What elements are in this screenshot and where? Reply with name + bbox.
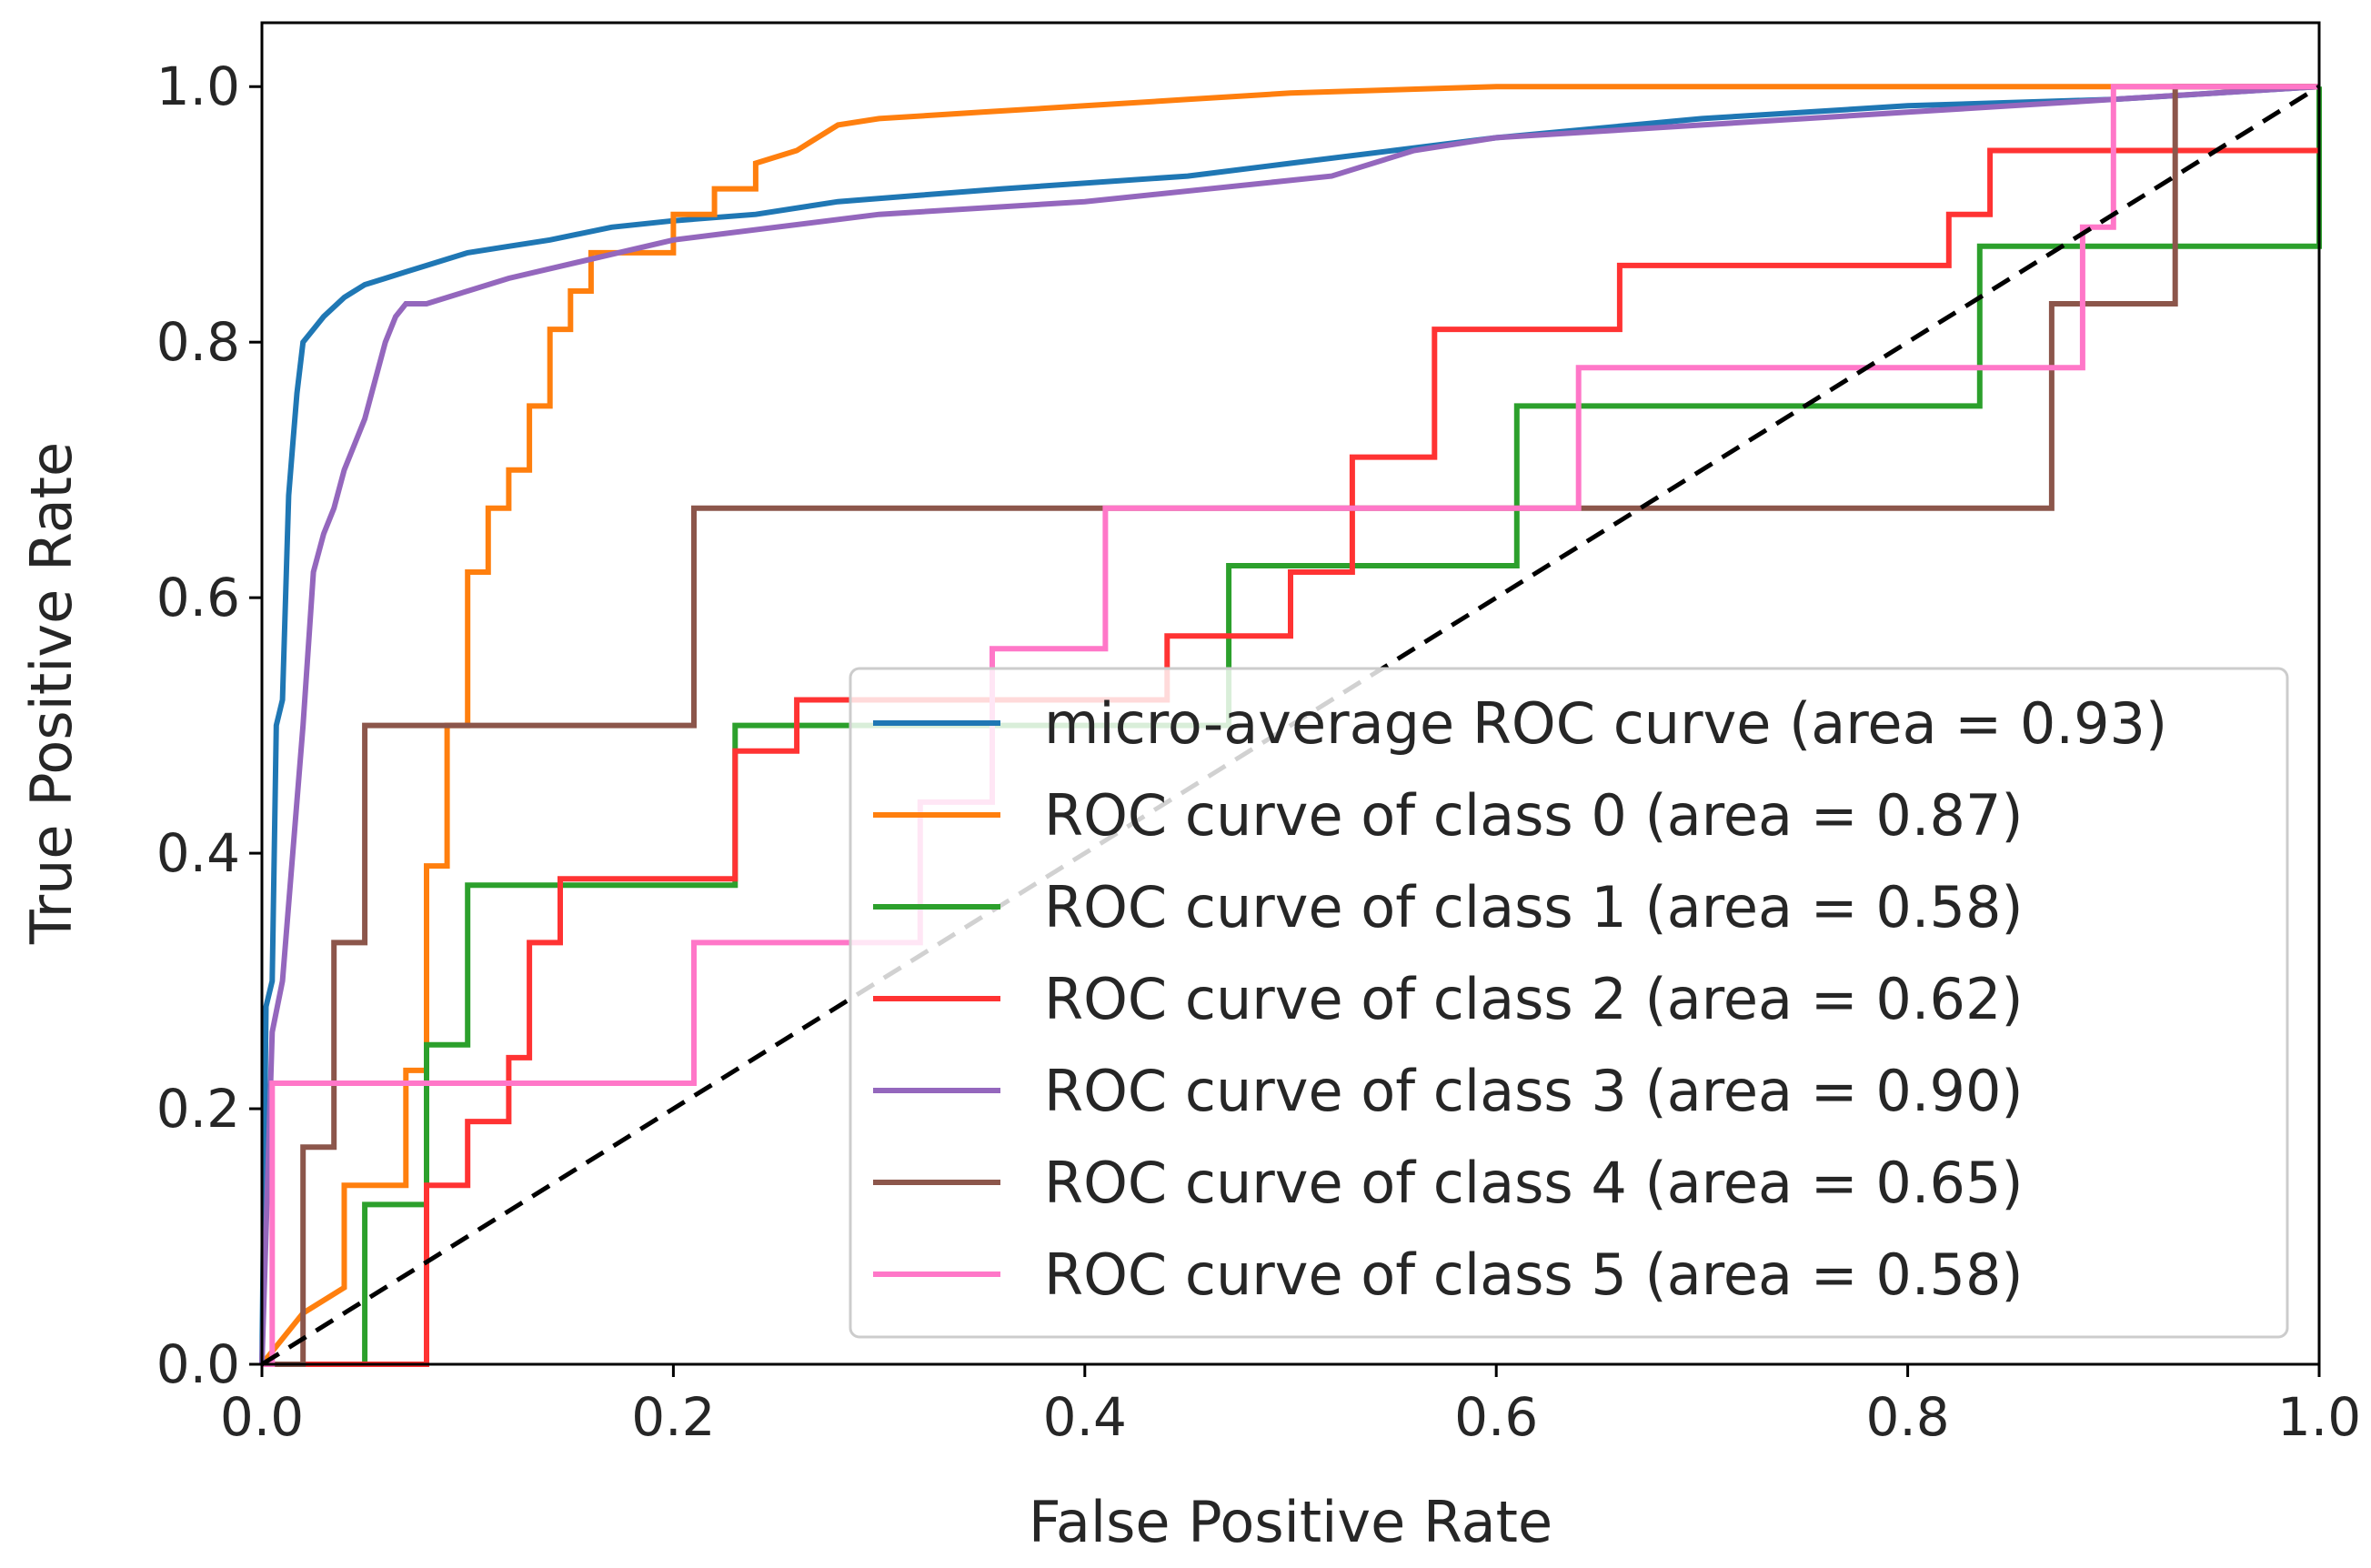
legend-label-5: ROC curve of class 4 (area = 0.65) <box>1044 1150 2024 1216</box>
y-tick-label: 1.0 <box>156 55 240 117</box>
legend-label-4: ROC curve of class 3 (area = 0.90) <box>1044 1058 2024 1124</box>
y-tick-label: 0.8 <box>156 311 240 373</box>
x-tick-label: 0.2 <box>631 1386 715 1448</box>
series-line-2 <box>262 86 2322 1367</box>
legend-label-6: ROC curve of class 5 (area = 0.58) <box>1044 1241 2024 1308</box>
series-line-4 <box>259 84 2320 1365</box>
y-axis-ticks: 0.0 0.2 0.4 0.6 0.8 1.0 <box>156 55 262 1395</box>
x-tick-label: 0.8 <box>1865 1386 1949 1448</box>
x-tick-label: 0.0 <box>220 1386 304 1448</box>
y-axis-label: True Positive Rate <box>18 442 85 945</box>
y-tick-label: 0.6 <box>156 567 240 628</box>
legend: micro-average ROC curve (area = 0.93) ROC… <box>849 667 2289 1339</box>
x-tick-label: 0.6 <box>1454 1386 1538 1448</box>
x-tick-label: 0.4 <box>1043 1386 1127 1448</box>
x-axis-label: False Positive Rate <box>1029 1489 1552 1555</box>
y-tick-label: 0.0 <box>156 1333 240 1395</box>
series-layer <box>259 84 2322 1367</box>
legend-label-3: ROC curve of class 2 (area = 0.62) <box>1044 966 2024 1032</box>
series-line-1 <box>259 84 2319 1366</box>
legend-label-0: micro-average ROC curve (area = 0.93) <box>1044 690 2167 757</box>
x-tick-label: 1.0 <box>2277 1386 2361 1448</box>
y-tick-label: 0.4 <box>156 822 240 884</box>
legend-label-2: ROC curve of class 1 (area = 0.58) <box>1044 874 2024 940</box>
series-line-6 <box>262 84 2319 1367</box>
y-tick-label: 0.2 <box>156 1078 240 1140</box>
plot-frame <box>260 21 2321 1366</box>
legend-label-1: ROC curve of class 0 (area = 0.87) <box>1044 782 2024 849</box>
legend-box <box>849 667 2289 1339</box>
series-line-5 <box>262 84 2319 1367</box>
x-axis-ticks: 0.0 0.2 0.4 0.6 0.8 1.0 <box>220 1364 2361 1448</box>
